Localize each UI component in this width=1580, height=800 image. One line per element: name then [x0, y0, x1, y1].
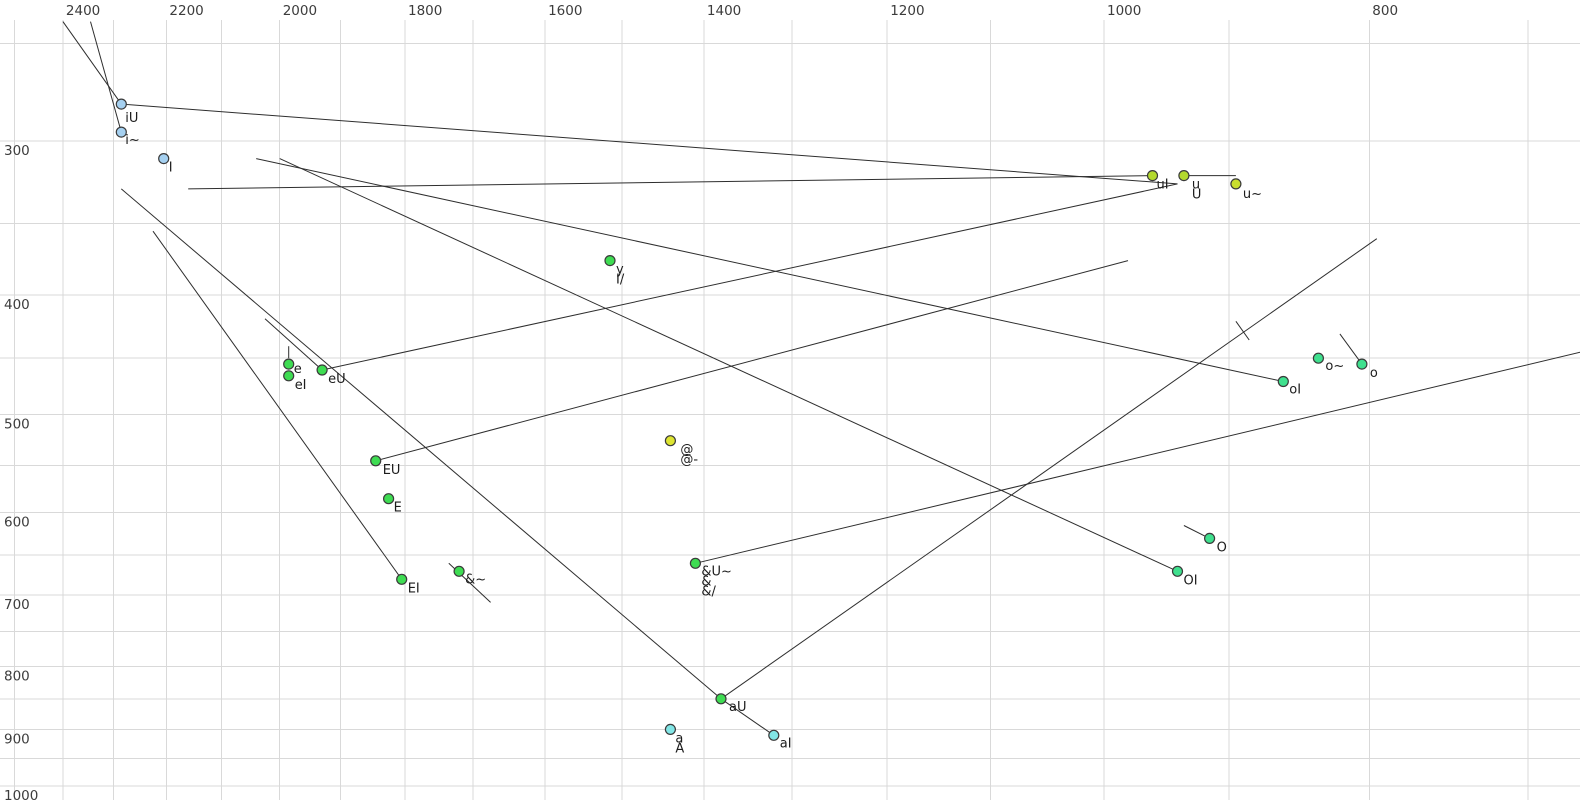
vowel-point-aU: [715, 693, 727, 705]
vowel-label-I/: I/: [616, 273, 625, 288]
vowel-label-EU: EU: [383, 463, 401, 478]
vowel-label-&U~: &U~: [701, 564, 732, 579]
x-tick-label-1000: 1000: [1107, 3, 1141, 19]
trajectory-lines: [62, 21, 1580, 736]
vowel-label-U: U: [1192, 188, 1202, 203]
vowel-label-eU: eU: [328, 372, 346, 387]
vowel-point-eI: [283, 370, 295, 382]
vowel-point-i~: [115, 126, 127, 138]
vowel-label-@-: @-: [680, 453, 698, 468]
vowel-label-y: y: [616, 263, 624, 278]
x-tick-label-2200: 2200: [169, 3, 203, 19]
vowel-labels: iU i~ IuI uU u~ yI/eeI eU EU E EI &~ @@- &U~&&/ aU aA a…: [125, 111, 1378, 756]
vowel-label-&: &: [701, 574, 711, 589]
vowel-point-E: [383, 493, 395, 505]
trajectory-line-9: [152, 230, 403, 580]
vowel-point-a: [664, 723, 677, 736]
y-tick-label-400: 400: [4, 297, 30, 313]
vowel-label-I: I: [169, 161, 173, 176]
vowel-label-e: e: [294, 362, 302, 377]
vowel-label-@: @: [680, 443, 693, 458]
trajectory-line-1: [90, 21, 122, 133]
vowel-label-o: o: [1370, 366, 1378, 381]
vowel-point-O: [1203, 532, 1216, 545]
vowel-point-eU: [316, 364, 328, 376]
vowel-label-o~: o~: [1325, 359, 1344, 374]
vowel-point-u~: [1230, 178, 1242, 190]
vowel-point-OI: [1171, 565, 1184, 577]
vowel-point-u: [1178, 170, 1190, 182]
y-tick-label-300: 300: [4, 143, 30, 159]
grid: [0, 20, 1580, 800]
vowel-label-E: E: [394, 501, 402, 516]
vowel-label-u: u: [1192, 178, 1200, 193]
vowel-point-&U~: [689, 557, 702, 569]
trajectory-line-0: [62, 21, 122, 105]
trajectory-line-2: [121, 103, 1178, 185]
vowel-label-i~: i~: [125, 133, 140, 148]
vowel-point-EI: [396, 573, 408, 585]
vowel-point-@: [664, 435, 677, 447]
vowel-point-e: [283, 358, 295, 370]
trajectory-line-3: [188, 175, 1153, 190]
vowel-label-eI: eI: [295, 378, 307, 393]
vowel-label-a: a: [675, 731, 683, 746]
x-tick-label-1800: 1800: [408, 3, 442, 19]
trajectory-line-13: [695, 351, 1580, 564]
x-tick-label-2400: 2400: [66, 3, 100, 19]
vowel-point-o: [1356, 358, 1368, 370]
vowel-points: [115, 98, 1368, 741]
vowel-label-A: A: [675, 741, 684, 756]
y-tick-label-600: 600: [4, 514, 30, 530]
vowel-point-iU: [115, 98, 127, 110]
trajectory-line-4: [321, 183, 1178, 371]
trajectory-line-12: [720, 238, 1378, 700]
vowel-label-iU: iU: [125, 111, 138, 126]
x-tick-label-1600: 1600: [548, 3, 582, 19]
vowel-point-oI: [1277, 375, 1289, 388]
vowel-point-&~: [453, 565, 465, 577]
vowel-label-u~: u~: [1243, 187, 1262, 202]
vowel-label-uI: uI: [1157, 178, 1169, 193]
vowel-point-aI: [768, 729, 780, 741]
trajectory-line-19: [1235, 321, 1250, 341]
x-tick-label-1400: 1400: [707, 3, 741, 19]
vowel-point-uI: [1146, 170, 1159, 182]
vowel-label-OI: OI: [1184, 573, 1198, 588]
trajectory-line-11: [720, 698, 775, 736]
trajectory-line-8: [279, 158, 1178, 572]
vowel-label-oI: oI: [1289, 383, 1301, 398]
vowel-label-EI: EI: [408, 581, 420, 596]
y-tick-label-900: 900: [4, 731, 30, 747]
trajectory-line-6: [375, 260, 1129, 462]
y-tick-label-700: 700: [4, 597, 30, 613]
x-tick-label-1200: 1200: [890, 3, 924, 19]
vowel-label-aI: aI: [780, 736, 792, 751]
vowel-label-&~: &~: [465, 572, 486, 587]
trajectory-line-17: [1339, 333, 1363, 365]
y-tick-label-500: 500: [4, 417, 30, 433]
vowel-label-O: O: [1217, 540, 1227, 555]
x-tick-label-800: 800: [1372, 3, 1398, 19]
vowel-label-&/: &/: [701, 584, 716, 599]
vowel-point-I: [158, 153, 170, 165]
vowel-point-y: [604, 255, 616, 267]
vowel-point-EU: [370, 455, 382, 467]
trajectory-line-10: [120, 188, 722, 700]
x-tick-label-2000: 2000: [283, 3, 317, 19]
y-tick-label-800: 800: [4, 668, 30, 684]
y-tick-label-1000: 1000: [4, 788, 38, 800]
vowel-label-aU: aU: [729, 700, 746, 715]
vowel-point-o~: [1312, 352, 1325, 364]
trajectory-line-15: [264, 318, 323, 371]
axis-tick-labels: 2400 2200 2000 1800 1600 1400 1200 1000 800 300 40…: [4, 3, 1398, 800]
trajectory-line-7: [256, 158, 1284, 382]
